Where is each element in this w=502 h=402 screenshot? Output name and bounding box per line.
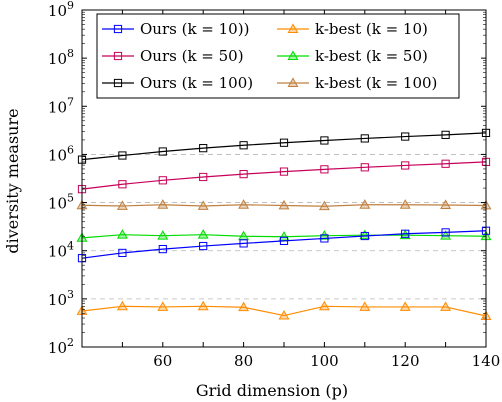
data-point-3-3 (197, 300, 209, 311)
series-line-4 (81, 234, 487, 239)
data-point-3-6 (318, 300, 330, 311)
series-line-5 (81, 204, 487, 207)
data-point-2-7 (360, 134, 369, 143)
data-point-1-5 (279, 167, 289, 176)
data-point-1-7 (360, 163, 369, 172)
data-point-1-6 (320, 165, 329, 174)
data-point-4-2 (157, 230, 169, 240)
series-2 (77, 128, 491, 164)
data-point-3-2 (157, 301, 169, 311)
data-point-0-9 (441, 228, 450, 237)
y-tick-label: 105 (48, 192, 74, 213)
data-point-5-1 (116, 200, 128, 210)
series-5 (76, 199, 492, 211)
x-axis-label: Grid dimension (p) (196, 381, 348, 400)
data-point-4-3 (197, 229, 209, 239)
data-point-3-7 (359, 301, 371, 311)
data-point-2-2 (158, 147, 167, 156)
data-point-3-1 (116, 300, 128, 311)
data-point-0-1 (118, 248, 127, 258)
data-point-0-7 (360, 231, 369, 241)
legend-swatch-marker (287, 50, 299, 60)
data-point-3-5 (278, 309, 290, 320)
series-lines (76, 128, 492, 320)
data-point-4-9 (440, 230, 452, 240)
legend-swatch-marker (113, 78, 123, 88)
data-point-2-8 (401, 132, 410, 141)
data-point-1-3 (199, 172, 208, 182)
legend-entry: k-best (k = 100) (315, 74, 437, 92)
series-1 (77, 157, 491, 194)
data-point-2-4 (239, 141, 248, 150)
legend-entry: k-best (k = 10) (315, 20, 428, 38)
x-tick-label: 80 (234, 352, 253, 370)
data-point-5-8 (399, 199, 411, 209)
data-point-0-5 (279, 236, 289, 245)
legend-swatch-marker (287, 23, 299, 33)
series-line-3 (81, 305, 487, 317)
legend-swatch-marker (113, 51, 123, 61)
x-tick-label: 100 (310, 352, 339, 370)
y-axis-label: diversity measure (3, 108, 22, 253)
x-tick-label: 60 (153, 352, 172, 370)
y-tick-label: 103 (48, 288, 74, 309)
data-point-0-2 (158, 245, 167, 254)
data-point-2-3 (199, 144, 208, 153)
series-line-1 (81, 161, 487, 190)
series-4 (76, 229, 492, 242)
data-point-0-6 (320, 234, 329, 243)
data-point-1-8 (401, 161, 410, 170)
data-point-4-1 (116, 229, 128, 239)
data-point-1-1 (118, 180, 127, 189)
y-tick-label: 106 (48, 143, 74, 164)
data-point-3-8 (399, 301, 411, 311)
data-point-1-9 (441, 159, 450, 168)
data-point-2-1 (118, 151, 127, 160)
data-point-5-3 (197, 200, 209, 210)
y-tick-label: 108 (48, 47, 74, 68)
legend-swatch-marker (287, 77, 299, 87)
x-tick-label: 140 (472, 352, 501, 370)
data-point-4-8 (399, 229, 411, 240)
data-point-5-5 (278, 199, 290, 210)
data-point-1-4 (239, 170, 248, 179)
data-point-5-4 (238, 199, 250, 209)
data-point-2-5 (279, 138, 289, 147)
data-point-2-6 (320, 136, 329, 145)
series-line-2 (81, 132, 487, 161)
legend-entry: Ours (k = 100) (140, 74, 253, 92)
data-point-1-2 (158, 176, 167, 185)
legend-entry: Ours (k = 50) (140, 47, 244, 65)
data-point-5-9 (440, 199, 452, 209)
series-3 (76, 300, 492, 320)
y-tick-label: 109 (48, 0, 74, 20)
legend-entry: k-best (k = 50) (315, 47, 428, 65)
x-tick-label: 120 (391, 352, 420, 370)
data-point-3-4 (238, 301, 250, 312)
data-point-2-9 (441, 130, 450, 139)
data-point-4-5 (278, 231, 290, 241)
data-point-0-8 (401, 229, 410, 238)
data-point-5-7 (359, 199, 371, 209)
y-tick-label: 107 (48, 95, 74, 116)
gridlines (82, 154, 486, 300)
legend-entry: Ours (k = 10)) (140, 20, 249, 38)
data-point-5-6 (318, 200, 330, 211)
legend-swatch-marker (113, 24, 123, 34)
legend: Ours (k = 10)) Ours (k = 50) Ours (k = 100… (96, 13, 460, 99)
data-point-0-3 (199, 241, 208, 251)
data-point-5-2 (157, 199, 169, 209)
series-line-0 (81, 230, 487, 259)
y-tick-label: 102 (48, 336, 74, 357)
y-tick-label: 104 (48, 240, 74, 261)
data-point-0-4 (239, 239, 248, 248)
data-point-3-9 (440, 301, 452, 311)
axes: 102 103 104 105 106 107 108 109 60 80 100 120 140 (48, 0, 500, 370)
